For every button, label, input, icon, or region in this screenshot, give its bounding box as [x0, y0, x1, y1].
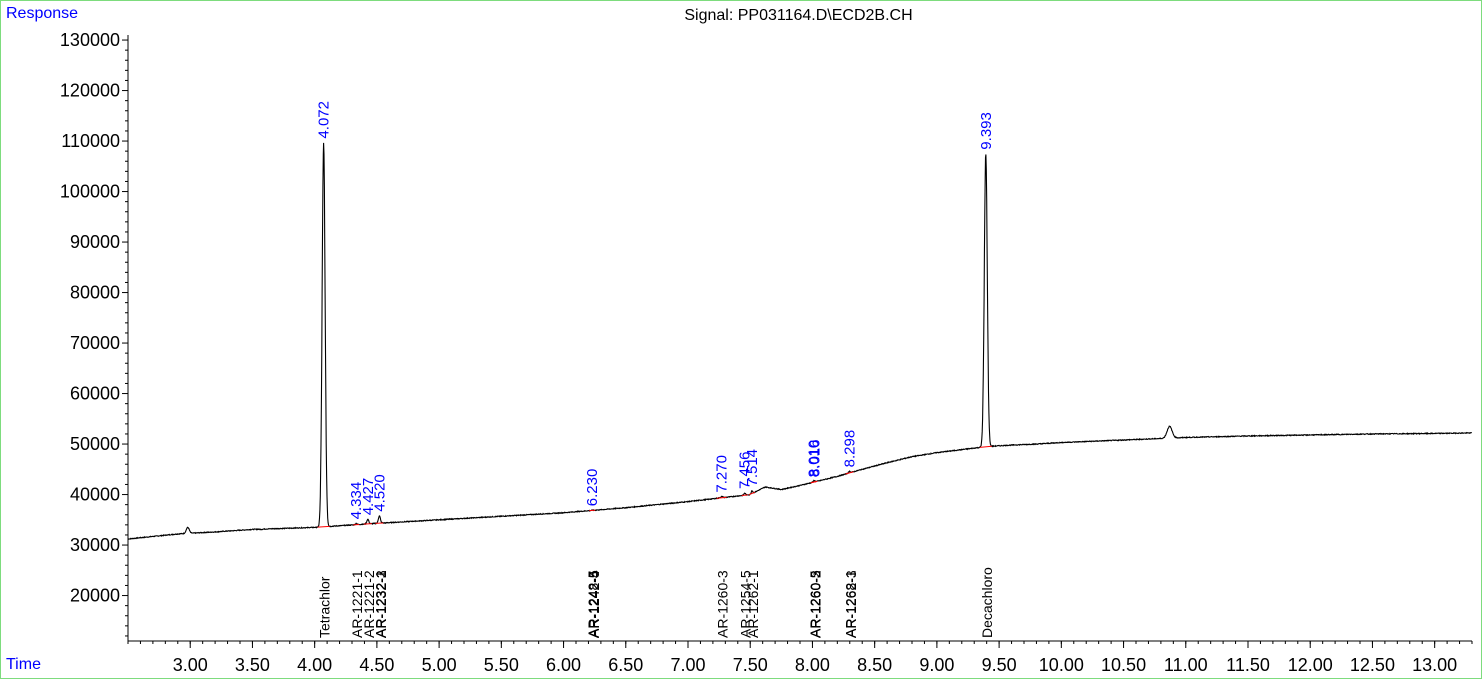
x-tick-label: 5.00: [422, 655, 457, 675]
compound-label: AR-1248-5: [585, 570, 601, 638]
x-tick-label: 4.00: [297, 655, 332, 675]
retention-time-label: 8.298: [842, 430, 859, 468]
x-axis-title: Time: [6, 656, 41, 673]
compound-label: AR-1262-3: [843, 570, 859, 638]
compound-label: AR-1232-1: [372, 570, 388, 638]
y-tick-label: 80000: [70, 283, 120, 303]
axes-group: 20000 30000 40000 50000 60000 70000 80000 90000…: [60, 30, 1473, 675]
x-tick-label: 8.00: [795, 655, 830, 675]
compound-label: AR-1260-5: [807, 570, 823, 638]
x-tick-label: 12.00: [1288, 655, 1333, 675]
x-tick-label: 11.50: [1226, 655, 1270, 675]
retention-time-label: 6.230: [584, 469, 601, 507]
y-tick-label: 60000: [70, 384, 120, 404]
retention-time-label: 8.010: [806, 440, 823, 478]
retention-time-label: 7.456: [737, 451, 754, 489]
compound-label: Decachloro: [979, 567, 995, 638]
y-tick-label: 90000: [70, 232, 120, 252]
x-tick-label: 4.50: [359, 655, 394, 675]
integration-baseline: [845, 471, 854, 475]
retention-time-label: 4.520: [371, 474, 388, 512]
retention-time-label: 9.393: [978, 112, 995, 150]
retention-time-label: 8.016: [806, 439, 823, 477]
compound-label: AR-1221-2: [361, 570, 377, 638]
x-tick-label: 11.00: [1164, 655, 1208, 675]
x-tick-label: 3.00: [173, 655, 208, 675]
integration-baseline: [741, 494, 748, 497]
retention-time-label: 4.334: [348, 482, 365, 520]
x-tick-label: 9.00: [919, 655, 954, 675]
integration-baseline: [716, 496, 727, 499]
y-tick-label: 110000: [61, 131, 120, 151]
compound-label: AR-1262-1: [745, 570, 761, 638]
retention-time-label: 4.072: [316, 101, 333, 139]
retention-time-label: 4.427: [360, 478, 377, 516]
y-tick-label: 40000: [70, 485, 120, 505]
integration-baseline: [748, 491, 756, 496]
x-tick-label: 10.00: [1039, 655, 1084, 675]
integration-baseline: [317, 525, 330, 528]
compound-label: AR-1221-1: [349, 570, 365, 638]
compound-label: AR-1260-3: [808, 570, 824, 638]
y-tick-label: 30000: [70, 535, 120, 555]
x-tick-label: 9.50: [982, 655, 1017, 675]
chart-title: Signal: PP031164.D\ECD2B.CH: [684, 7, 913, 24]
x-tick-label: 7.50: [733, 655, 768, 675]
compound-label: AR-1242-5: [586, 570, 602, 638]
y-tick-label: 70000: [70, 333, 120, 353]
x-tick-label: 10.50: [1101, 655, 1146, 675]
x-tick-label: 3.50: [235, 655, 270, 675]
integration-baseline: [811, 480, 818, 484]
x-tick-label: 6.50: [608, 655, 643, 675]
signal-group: [127, 142, 1473, 540]
compound-label: AR-1232-2: [373, 570, 389, 638]
x-tick-label: 13.00: [1412, 655, 1457, 675]
x-tick-label: 6.00: [546, 655, 581, 675]
integration-baseline: [979, 445, 992, 448]
y-tick-label: 20000: [70, 586, 120, 606]
compound-label: AR-1242-4: [586, 570, 602, 638]
x-tick-label: 7.00: [670, 655, 705, 675]
signal-trace: [127, 142, 1473, 540]
y-tick-label: 130000: [60, 30, 120, 50]
compound-label: AR-1260-2: [808, 570, 824, 638]
compound-label: AR-1232-3: [373, 570, 389, 638]
retention-time-label: 7.514: [744, 449, 761, 487]
compound-label: Tetrachlor: [317, 576, 333, 638]
integration-baseline: [363, 523, 372, 525]
x-tick-label: 12.50: [1350, 655, 1395, 675]
y-tick-label: 100000: [60, 182, 120, 202]
compound-label: AR-1254-5: [738, 570, 754, 638]
compound-label: AR-1260-3: [715, 570, 731, 638]
retention-time-label: 7.270: [714, 455, 731, 493]
y-tick-label: 50000: [70, 434, 120, 454]
x-tick-label: 8.50: [857, 655, 892, 675]
y-axis-title: Response: [6, 5, 79, 22]
y-tick-label: 120000: [60, 81, 120, 101]
x-tick-label: 5.50: [484, 655, 519, 675]
compound-label: AR-1268-1: [843, 570, 859, 638]
